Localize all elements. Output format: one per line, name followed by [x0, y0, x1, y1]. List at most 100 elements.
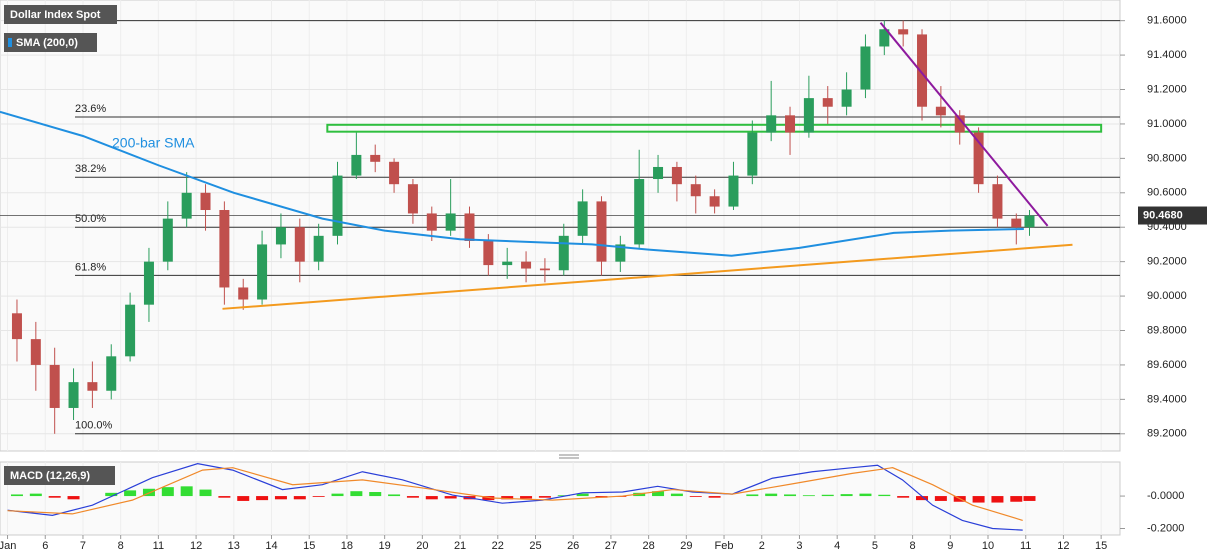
- sma-line: [0, 110, 1024, 257]
- histogram-bar: [10, 494, 23, 497]
- fib-label: 38.2%: [75, 163, 106, 175]
- candle-body: [87, 382, 98, 391]
- x-tick-label: 20: [416, 540, 428, 552]
- x-tick-label: 13: [228, 540, 240, 552]
- candle-body: [596, 201, 607, 262]
- histogram-bar: [802, 495, 815, 497]
- candle-body: [1024, 215, 1035, 228]
- y-tick-label: -0.2000: [1147, 522, 1184, 534]
- histogram-bar: [331, 493, 344, 497]
- histogram-bar: [840, 494, 853, 497]
- histogram-bar: [991, 496, 1004, 503]
- candle-body: [747, 132, 758, 176]
- x-tick-label: 15: [1095, 540, 1107, 552]
- histogram-bar: [406, 496, 419, 498]
- macd-title: MACD (12,26,9): [10, 470, 90, 482]
- candle-body: [992, 184, 1003, 219]
- histogram-bar: [444, 496, 457, 499]
- candle-body: [407, 184, 418, 214]
- histogram-bar: [784, 494, 797, 497]
- candle-body: [973, 132, 984, 185]
- x-tick-label: 2: [759, 540, 765, 552]
- candle-body: [143, 261, 154, 305]
- trendline: [222, 243, 1073, 310]
- y-tick-label: 89.8000: [1147, 324, 1187, 336]
- histogram-bar: [538, 496, 551, 498]
- x-tick-label: 10: [982, 540, 994, 552]
- legend-box: [4, 33, 97, 52]
- macd-panel: [0, 461, 1121, 536]
- histogram-bar: [916, 496, 929, 501]
- candle-body: [313, 235, 324, 262]
- x-tick-label: 12: [1057, 540, 1069, 552]
- y-tick-label: 91.4000: [1147, 49, 1187, 61]
- chart-title: Dollar Index Spot: [10, 9, 101, 21]
- histogram-bar: [388, 494, 401, 497]
- candle-body: [238, 287, 249, 300]
- histogram-bar: [972, 496, 985, 503]
- fib-label: 100.0%: [75, 420, 113, 432]
- candle-body: [615, 244, 626, 262]
- histogram-bar: [1010, 496, 1023, 502]
- candle-body: [162, 218, 173, 262]
- x-tick-label: 11: [153, 540, 164, 552]
- histogram-bar: [293, 496, 306, 500]
- trendline: [879, 22, 1049, 227]
- y-tick-label: 91.2000: [1147, 83, 1187, 95]
- x-tick-label: 22: [492, 540, 504, 552]
- candle-body: [351, 154, 362, 176]
- price-label-box: [1138, 206, 1207, 225]
- resistance-zone: [326, 123, 1103, 133]
- candle-body: [219, 210, 230, 288]
- histogram-bar: [256, 496, 269, 501]
- candle-body: [11, 313, 22, 340]
- legend-swatch: [8, 38, 12, 47]
- candle-body: [445, 213, 456, 231]
- histogram-bar: [821, 494, 834, 497]
- histogram-bar: [29, 493, 42, 497]
- candle-body: [370, 154, 381, 162]
- histogram-bar: [161, 487, 174, 497]
- histogram-bar: [897, 496, 910, 498]
- histogram-bar: [670, 493, 683, 497]
- legend-entry: SMA (200,0): [16, 37, 78, 49]
- candle-body: [766, 115, 777, 133]
- x-tick-label: 27: [605, 540, 617, 552]
- histogram-bar: [199, 489, 212, 497]
- candle-body: [257, 244, 268, 300]
- candle-body: [558, 235, 569, 271]
- candle-body: [125, 304, 136, 357]
- candle-body: [634, 179, 645, 245]
- x-tick-label: 15: [303, 540, 315, 552]
- y-tick-label: 89.6000: [1147, 359, 1187, 371]
- candle-body: [539, 268, 550, 271]
- histogram-bar: [934, 496, 947, 501]
- histogram-bar: [1023, 496, 1036, 501]
- histogram-bar: [218, 496, 231, 498]
- histogram-bar: [501, 496, 514, 500]
- annotation: 200-bar SMA: [112, 135, 195, 151]
- y-tick-label: 89.4000: [1147, 393, 1187, 405]
- candle-body: [898, 29, 909, 35]
- histogram-bar: [105, 492, 118, 497]
- x-tick-label: 14: [265, 540, 277, 552]
- histogram-bar: [652, 491, 665, 497]
- histogram-bar: [48, 496, 61, 498]
- price-label: 90.4680: [1143, 209, 1183, 221]
- x-tick-label: Jan: [0, 540, 16, 552]
- candle-body: [106, 356, 117, 391]
- candle-body: [860, 46, 871, 90]
- histogram-bar: [350, 491, 363, 497]
- candle-body: [483, 240, 494, 266]
- histogram-bar: [180, 486, 193, 497]
- candle-body: [464, 213, 475, 241]
- fib-label: 23.6%: [75, 103, 106, 115]
- histogram-bar: [237, 496, 250, 501]
- histogram-bar: [765, 493, 778, 497]
- histogram-bar: [520, 496, 533, 499]
- macd-line: [7, 467, 1023, 521]
- fib-label: 50.0%: [75, 213, 106, 225]
- candle-body: [181, 192, 192, 219]
- candle-body: [68, 382, 79, 408]
